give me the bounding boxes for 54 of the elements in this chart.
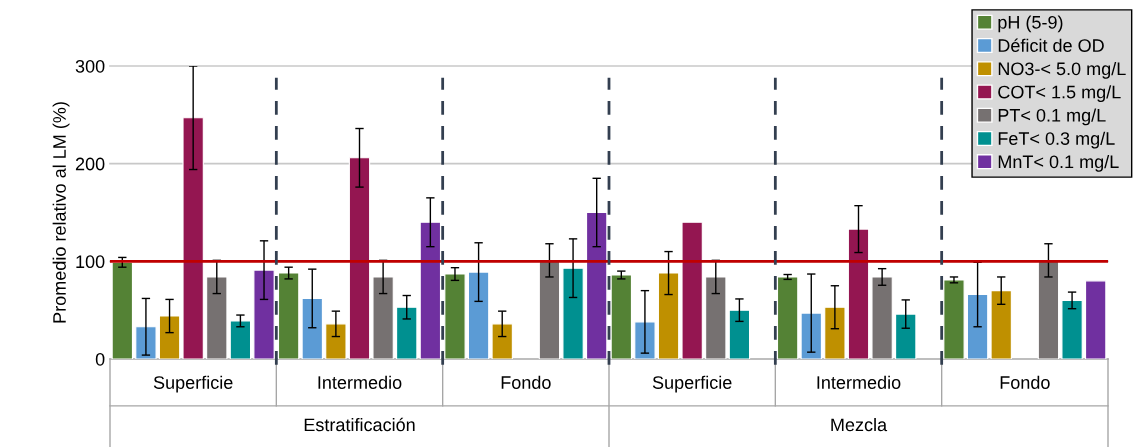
bar <box>776 276 799 359</box>
bar <box>562 267 584 359</box>
y-axis-title: Promedio relativo al LM (%) <box>52 102 70 323</box>
x-tick-label: Fondo <box>1000 375 1050 389</box>
bar <box>824 306 846 359</box>
bar <box>491 323 513 359</box>
bar <box>396 306 418 359</box>
bar <box>182 117 204 359</box>
bar <box>943 279 965 359</box>
bar <box>1061 299 1083 359</box>
bar <box>990 290 1012 359</box>
legend-label: MnT< 0.1 mg/L <box>998 154 1119 172</box>
bar <box>419 221 442 359</box>
text: Mezcla <box>831 417 888 432</box>
bar <box>728 309 751 359</box>
x-tick-label: Superficie <box>652 375 732 393</box>
bar <box>277 272 300 359</box>
bar <box>325 323 347 359</box>
bar <box>895 313 917 359</box>
bar <box>585 211 608 359</box>
bar <box>657 272 680 359</box>
y-tick-label: 100 <box>76 255 105 269</box>
bar <box>158 315 181 359</box>
bar <box>966 293 989 359</box>
bar <box>372 276 394 359</box>
bar <box>206 276 228 359</box>
bar <box>301 297 323 359</box>
legend-label: pH (5-9) <box>998 15 1063 33</box>
bar <box>871 276 893 359</box>
y-tick-label: 300 <box>75 59 105 73</box>
bar <box>348 157 371 359</box>
legend-label: Déficit de OD <box>998 38 1104 52</box>
legend-label: PT< 0.1 mg/L <box>998 108 1106 126</box>
x-tick-label: Superficie <box>153 375 233 393</box>
bar <box>111 261 134 359</box>
bar <box>800 312 822 359</box>
bar <box>1084 280 1107 359</box>
bar <box>705 276 727 359</box>
text: Estratificación <box>304 417 415 432</box>
bar <box>444 273 466 359</box>
x-tick-label: Intermedio <box>318 375 402 389</box>
x-tick-label: Intermedio <box>817 375 901 389</box>
bar <box>610 274 633 359</box>
bar <box>229 320 252 359</box>
bar <box>467 271 490 359</box>
y-tick-label: 200 <box>75 157 105 171</box>
legend-label: NO3-< 5.0 mg/L <box>998 61 1126 79</box>
y-tick-label: 0 <box>95 352 105 366</box>
legend-label: COT< 1.5 mg/L <box>998 85 1121 103</box>
legend-label: FeT< 0.3 mg/L <box>998 131 1115 149</box>
bar <box>681 221 703 359</box>
x-tick-label: Fondo <box>501 375 551 389</box>
bar <box>847 228 870 359</box>
bar <box>253 269 275 359</box>
